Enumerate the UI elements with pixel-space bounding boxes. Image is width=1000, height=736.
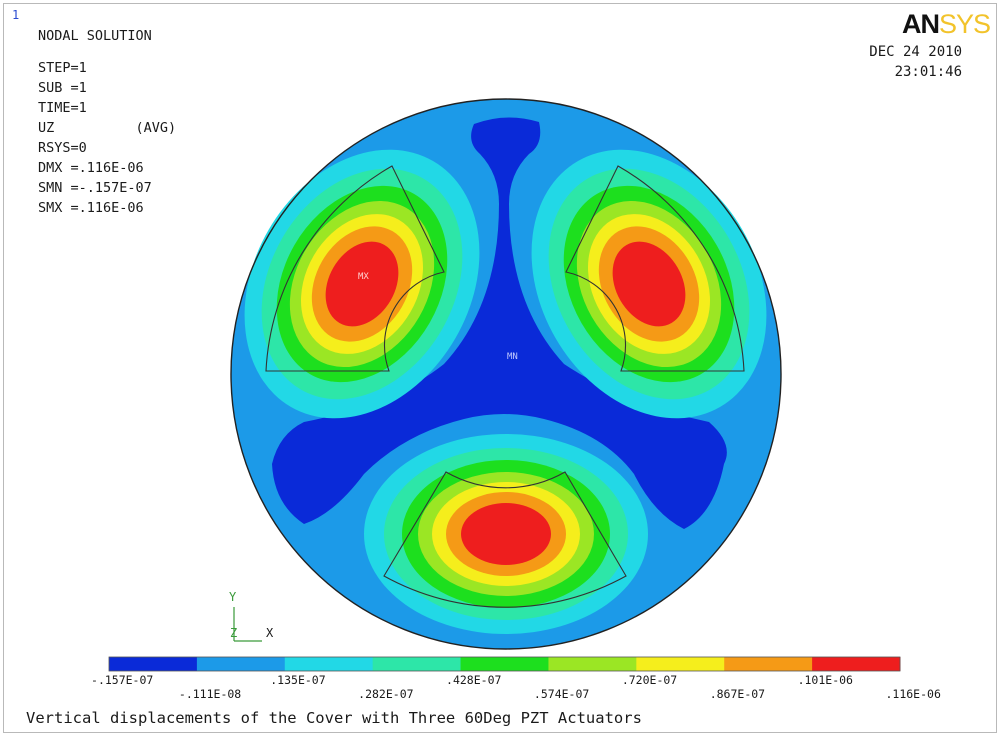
- legend-border: [108, 656, 901, 672]
- smn-value: SMN =-.157E-07: [38, 180, 152, 196]
- legend-swatch: [109, 657, 198, 671]
- ansys-plot-window: 1 ANSYS DEC 24 2010 23:01:46 NODAL SOLUT…: [3, 3, 997, 733]
- legend-tick-label: .282E-07: [358, 687, 414, 701]
- actuator-lobe-left: [244, 149, 480, 419]
- result-item: UZ (AVG): [38, 120, 177, 136]
- legend-swatch: [372, 657, 462, 671]
- legend-swatch: [548, 657, 637, 671]
- plot-time: 23:01:46: [894, 64, 962, 80]
- legend-tick-label: .867E-07: [709, 687, 766, 701]
- substep-value: SUB =1: [38, 80, 87, 96]
- legend-tick-label: .101E-06: [797, 673, 853, 687]
- pzt-actuator-outlines: [265, 165, 745, 608]
- time-value: TIME=1: [38, 100, 87, 116]
- legend-swatch: [812, 657, 901, 671]
- timestamp: DEC 24 2010 23:01:46: [869, 42, 962, 82]
- coordinate-triad: [233, 607, 262, 642]
- legend-tick-label: .720E-07: [621, 673, 678, 687]
- ansys-logo: ANSYS: [902, 9, 991, 39]
- actuator-lobe-bottom: [364, 434, 648, 634]
- legend-swatch: [636, 657, 725, 671]
- triad-z-label: Z: [230, 626, 238, 640]
- step-value: STEP=1: [38, 60, 87, 76]
- legend-tick-label: .116E-06: [885, 687, 941, 701]
- legend-swatch: [196, 657, 286, 671]
- triad-y-label: Y: [229, 590, 237, 604]
- legend-swatch: [284, 657, 374, 671]
- legend-tick-label: .135E-07: [270, 673, 326, 687]
- triad-x-label: X: [266, 626, 274, 640]
- plot-date: DEC 24 2010: [869, 44, 962, 60]
- window-number: 1: [12, 8, 20, 22]
- legend-swatch: [724, 657, 813, 671]
- legend-tick-label: -.157E-07: [91, 673, 154, 687]
- solution-type: NODAL SOLUTION: [38, 28, 152, 44]
- contour-plot: [108, 98, 901, 672]
- max-marker: MX: [358, 272, 369, 282]
- rsys-value: RSYS=0: [38, 140, 87, 156]
- legend-tick-label: .574E-07: [533, 687, 590, 701]
- actuator-lobe-right: [531, 149, 767, 419]
- min-marker: MN: [507, 352, 518, 362]
- minimum-region: [272, 117, 727, 530]
- color-legend-bar: [108, 656, 901, 672]
- smx-value: SMX =.116E-06: [38, 200, 144, 216]
- plot-caption: Vertical displacements of the Cover with…: [26, 709, 642, 727]
- dmx-value: DMX =.116E-06: [38, 160, 144, 176]
- legend-tick-label: -.111E-08: [178, 687, 242, 701]
- legend-swatch: [460, 657, 549, 671]
- legend-tick-label: .428E-07: [446, 673, 502, 687]
